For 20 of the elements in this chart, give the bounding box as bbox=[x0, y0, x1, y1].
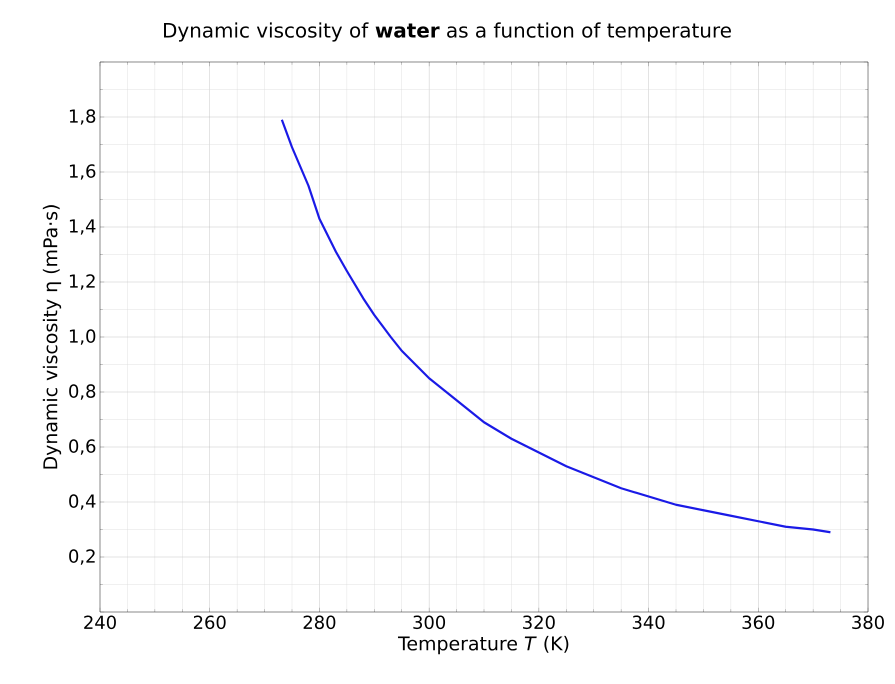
x-tick-label: 240 bbox=[84, 616, 116, 630]
x-tick-label: 260 bbox=[194, 616, 226, 630]
x-axis-title: Temperature T (K) bbox=[398, 636, 568, 654]
y-tick-label: 1,6 bbox=[70, 164, 96, 180]
chart-title: Dynamic viscosity of water as a function of temperature bbox=[164, 22, 731, 42]
y-tick-label: 0,2 bbox=[69, 549, 95, 565]
y-tick-label: 1,8 bbox=[70, 109, 96, 125]
y-axis-title: Dynamic viscosity η (mPa·s) bbox=[42, 205, 62, 469]
y-tick-label: 0,4 bbox=[69, 494, 96, 510]
y-tick-label: 0,6 bbox=[69, 439, 96, 455]
y-tick-label: 1,2 bbox=[70, 274, 95, 290]
x-tick-label: 320 bbox=[523, 616, 555, 630]
x-tick-label: 300 bbox=[413, 616, 446, 630]
y-tick-label: 1,4 bbox=[70, 219, 96, 235]
x-tick-label: 380 bbox=[852, 616, 884, 630]
x-tick-label: 360 bbox=[742, 616, 774, 630]
x-tick-label: 340 bbox=[632, 616, 664, 630]
y-tick-label: 0,8 bbox=[69, 384, 96, 400]
x-tick-label: 280 bbox=[304, 616, 336, 630]
y-tick-label: 1,0 bbox=[70, 329, 96, 345]
